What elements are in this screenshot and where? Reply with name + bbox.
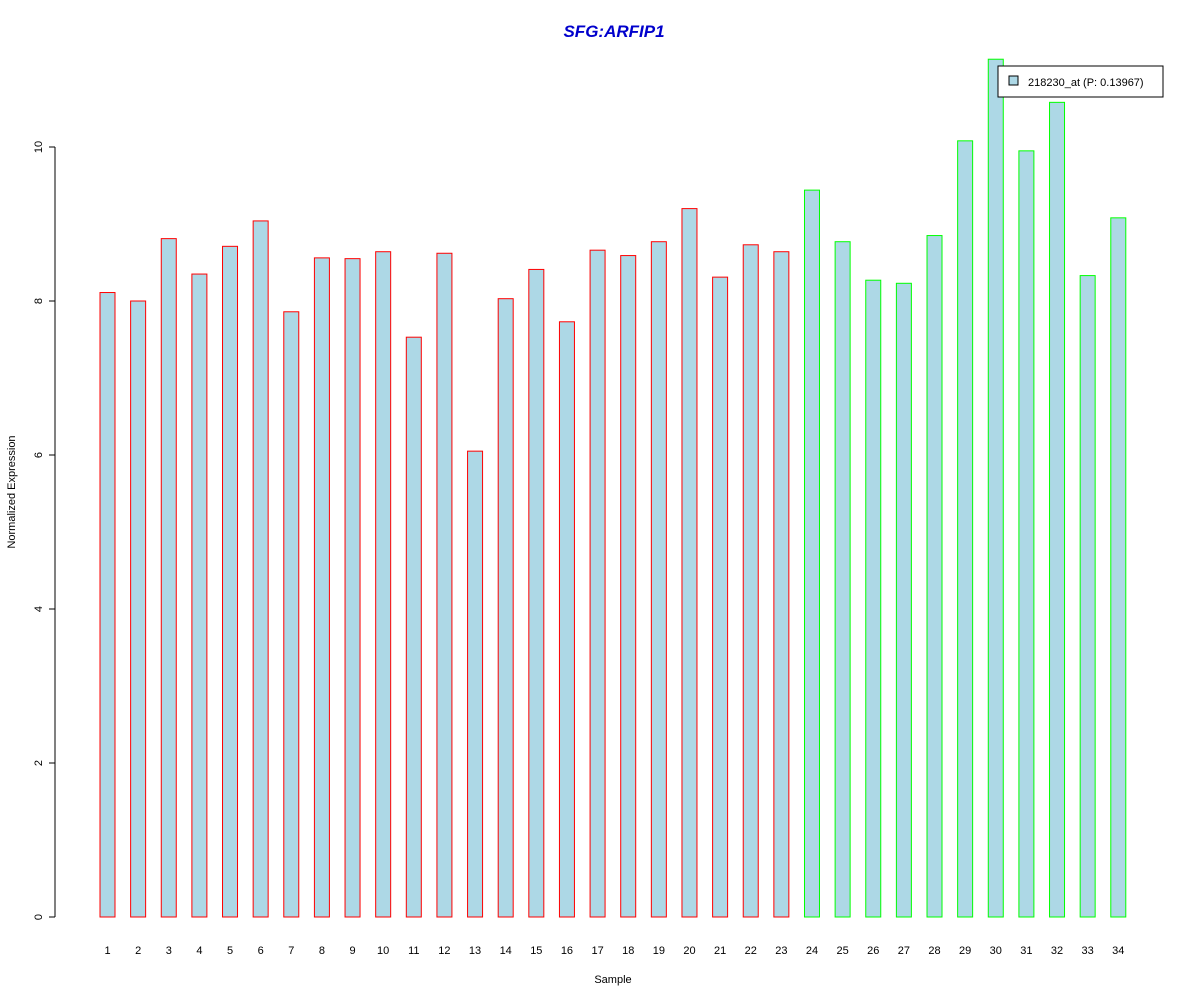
x-tick-label: 9 [349, 945, 355, 957]
x-tick-label: 21 [714, 945, 726, 957]
x-tick-label: 26 [867, 945, 879, 957]
x-tick-label: 23 [775, 945, 787, 957]
y-tick-label: 4 [33, 606, 45, 612]
bar-sample-17 [589, 249, 606, 918]
x-tick-label: 25 [836, 945, 848, 957]
x-tick-label: 24 [806, 945, 818, 957]
bar-sample-11 [405, 336, 422, 918]
bar-sample-13 [467, 450, 484, 918]
x-tick-label: 11 [408, 945, 419, 957]
legend-swatch [1008, 75, 1019, 86]
bar-sample-1 [99, 292, 116, 918]
bar-sample-10 [375, 251, 392, 918]
x-tick-label: 20 [683, 945, 695, 957]
x-tick-label: 5 [227, 945, 233, 957]
bar-sample-26 [865, 279, 882, 918]
bar-sample-14 [497, 298, 514, 918]
bar-sample-21 [712, 276, 729, 918]
bar-sample-3 [160, 238, 177, 918]
bar-sample-18 [620, 255, 637, 918]
bars [99, 58, 1127, 918]
legend: 218230_at (P: 0.13967) [997, 65, 1164, 98]
x-tick-labels: 1 2 3 4 5 6 7 8 9 10 11 12 13 14 15 16 17 18 19 20 21 22 23 24 2… [104, 945, 1124, 957]
bar-sample-22 [742, 244, 759, 918]
x-tick-label: 17 [591, 945, 603, 957]
bar-sample-20 [681, 208, 698, 918]
bar-sample-23 [773, 251, 790, 918]
x-tick-label: 30 [990, 945, 1002, 957]
x-tick-label: 16 [561, 945, 573, 957]
x-tick-label: 19 [653, 945, 665, 957]
x-tick-label: 18 [622, 945, 634, 957]
bar-sample-24 [803, 189, 820, 918]
bar-sample-19 [650, 241, 667, 918]
x-tick-label: 22 [745, 945, 757, 957]
x-tick-label: 8 [319, 945, 325, 957]
bar-sample-15 [528, 268, 545, 918]
x-axis-label: Sample [594, 974, 631, 986]
x-tick-label: 2 [135, 945, 141, 957]
x-tick-label: 7 [288, 945, 294, 957]
bar-sample-28 [926, 235, 943, 918]
bar-sample-29 [957, 140, 974, 918]
chart-title: SFG:ARFIP1 [563, 22, 664, 41]
y-axis: 0 2 4 6 8 10 [33, 141, 56, 920]
bar-sample-7 [283, 311, 300, 918]
x-tick-label: 1 [104, 945, 110, 957]
bar-sample-8 [313, 257, 330, 918]
bar-sample-5 [222, 245, 239, 918]
x-tick-label: 6 [258, 945, 264, 957]
x-tick-label: 27 [898, 945, 910, 957]
x-tick-label: 13 [469, 945, 481, 957]
legend-box [997, 65, 1164, 98]
y-axis-label: Normalized Expression [6, 435, 18, 548]
x-tick-label: 15 [530, 945, 542, 957]
x-tick-label: 28 [928, 945, 940, 957]
y-tick-label: 6 [33, 452, 45, 458]
x-tick-label: 12 [438, 945, 450, 957]
bar-sample-4 [191, 273, 208, 918]
x-tick-label: 4 [196, 945, 202, 957]
x-tick-label: 14 [500, 945, 512, 957]
bar-sample-27 [895, 282, 912, 918]
bar-sample-6 [252, 220, 269, 918]
x-tick-label: 10 [377, 945, 389, 957]
y-tick-label: 8 [33, 298, 45, 304]
x-tick-label: 32 [1051, 945, 1063, 957]
y-tick-label: 10 [33, 141, 45, 153]
bar-sample-34 [1110, 217, 1127, 918]
y-tick-label: 2 [33, 760, 45, 766]
y-tick-label: 0 [33, 914, 45, 920]
bar-sample-33 [1079, 275, 1096, 918]
bar-sample-12 [436, 252, 453, 918]
x-tick-label: 33 [1082, 945, 1094, 957]
x-tick-label: 34 [1112, 945, 1124, 957]
bar-sample-25 [834, 241, 851, 918]
bar-sample-31 [1018, 150, 1035, 918]
bar-sample-9 [344, 258, 361, 918]
x-tick-label: 31 [1020, 945, 1032, 957]
bar-sample-30 [987, 58, 1004, 918]
bar-sample-16 [558, 321, 575, 918]
bar-sample-32 [1049, 101, 1066, 918]
x-tick-label: 3 [166, 945, 172, 957]
legend-label: 218230_at (P: 0.13967) [1028, 77, 1144, 89]
x-tick-label: 29 [959, 945, 971, 957]
bar-sample-2 [130, 300, 147, 918]
